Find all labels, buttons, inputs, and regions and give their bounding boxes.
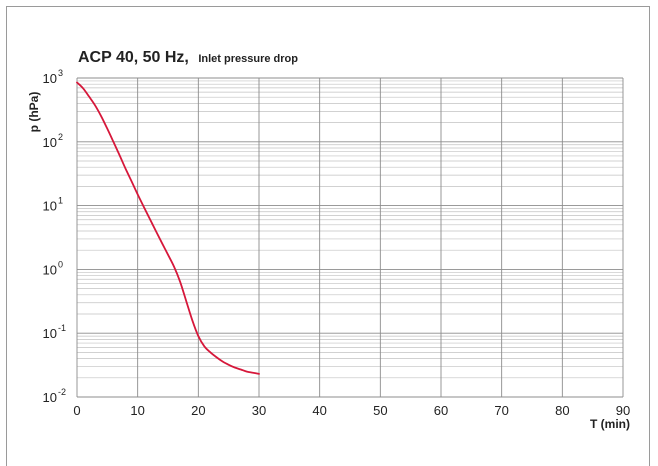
y-tick-base: 10	[43, 390, 57, 405]
chart-title-main: ACP 40, 50 Hz,	[78, 49, 189, 66]
y-tick-exponent: 3	[58, 68, 63, 78]
y-tick-base: 10	[43, 71, 57, 86]
major-gridlines	[76, 77, 624, 398]
y-tick-label: 10	[43, 135, 57, 150]
x-tick-label: 40	[312, 403, 326, 418]
y-tick-label: 10	[43, 390, 57, 405]
x-tick-label: 0	[73, 403, 80, 418]
x-tick-label: 30	[252, 403, 266, 418]
x-tick-label: 60	[434, 403, 448, 418]
x-tick-label: 10	[130, 403, 144, 418]
series-line	[76, 81, 260, 375]
y-tick-label: 10	[43, 326, 57, 341]
minor-gridlines	[77, 80, 623, 379]
x-axis-label: T (min)	[590, 417, 630, 431]
x-tick-label: 20	[191, 403, 205, 418]
y-tick-base: 10	[43, 199, 57, 214]
x-tick-labels: 0 10 20 30 40 50 60 70 80 90	[73, 403, 630, 418]
y-tick-exponent: -1	[58, 323, 66, 333]
chart-stage: ACP 40, 50 Hz, Inlet pressure drop 0 10 20…	[6, 6, 650, 466]
y-tick-label: 10	[43, 262, 57, 277]
pressure-drop-chart: ACP 40, 50 Hz, Inlet pressure drop 0 10 20…	[27, 49, 630, 431]
x-tick-label: 80	[555, 403, 569, 418]
y-tick-base: 10	[43, 135, 57, 150]
y-tick-label: 10	[43, 199, 57, 214]
x-tick-label: 70	[494, 403, 508, 418]
y-tick-exponent: 0	[58, 259, 63, 269]
y-tick-exponent: -2	[58, 387, 66, 397]
x-tick-label: 90	[616, 403, 630, 418]
y-tick-base: 10	[43, 326, 57, 341]
y-tick-exponent: 1	[58, 196, 63, 206]
y-axis-label: p (hPa)	[27, 92, 41, 133]
x-tick-label: 50	[373, 403, 387, 418]
y-tick-label: 10	[43, 71, 57, 86]
y-tick-base: 10	[43, 262, 57, 277]
y-tick-exponent: 2	[58, 132, 63, 142]
chart-title: ACP 40, 50 Hz, Inlet pressure drop	[78, 49, 298, 66]
series-layer	[76, 81, 260, 375]
chart-frame	[6, 6, 650, 466]
chart-subtitle: Inlet pressure drop	[198, 53, 298, 65]
